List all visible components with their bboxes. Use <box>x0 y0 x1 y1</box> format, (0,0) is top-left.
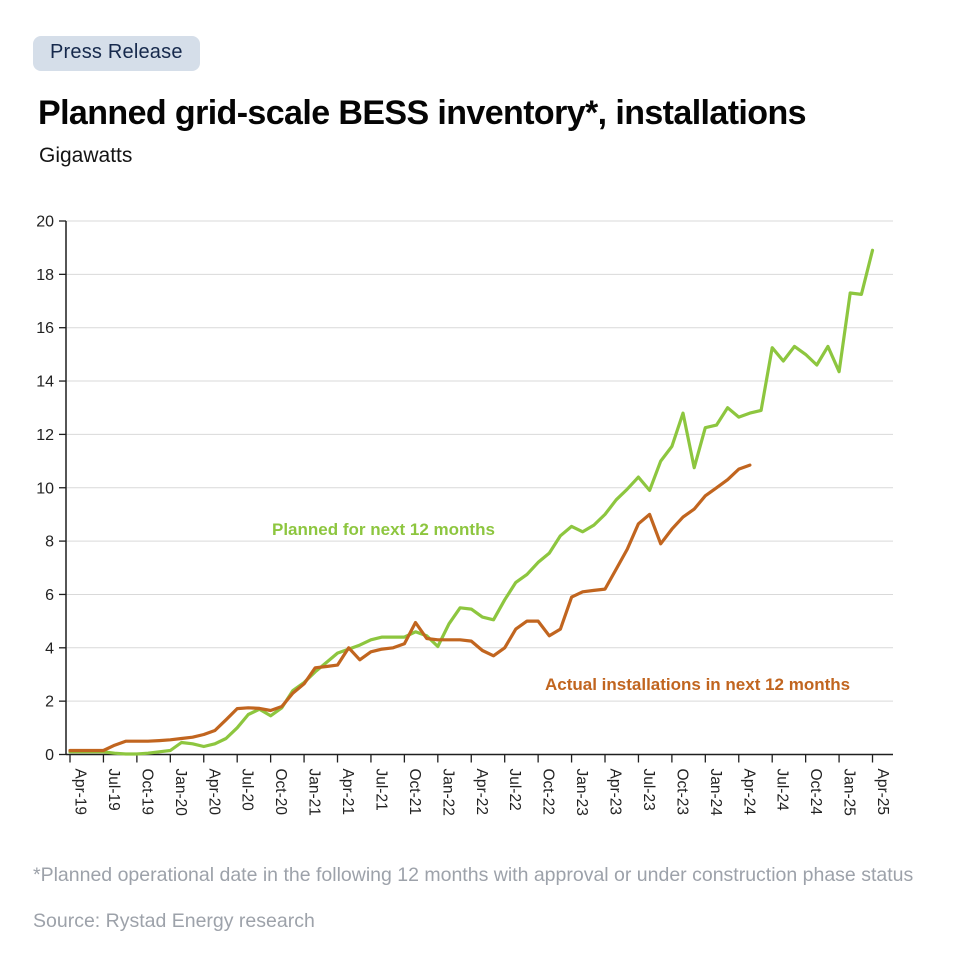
x-tick-label: Jul-24 <box>774 769 791 812</box>
x-tick-label: Apr-22 <box>473 769 490 816</box>
y-tick-label: 4 <box>45 640 54 657</box>
y-tick-label: 16 <box>36 320 54 337</box>
x-tick-label: Jan-24 <box>707 769 724 817</box>
chart-source: Source: Rystad Energy research <box>33 910 315 932</box>
planned-series-line <box>68 248 875 756</box>
y-tick-label: 20 <box>36 214 54 231</box>
x-tick-label: Apr-21 <box>339 769 356 816</box>
x-tick-label: Apr-20 <box>205 769 222 816</box>
y-tick-label: 12 <box>36 427 54 444</box>
x-tick-label: Jan-25 <box>841 769 858 816</box>
x-tick-label: Apr-19 <box>72 769 89 816</box>
x-tick-label: Apr-24 <box>740 769 757 816</box>
x-tick-label: Oct-24 <box>807 769 824 816</box>
series-label-actual: Actual installations in next 12 months <box>545 675 850 694</box>
y-tick-label: 10 <box>36 480 54 497</box>
x-tick-label: Jul-20 <box>239 769 256 812</box>
x-tick-label: Jan-21 <box>306 769 323 816</box>
series-label-planned: Planned for next 12 months <box>272 520 495 539</box>
x-tick-label: Jan-23 <box>573 769 590 816</box>
x-tick-label: Oct-21 <box>406 769 423 816</box>
x-tick-label: Jan-20 <box>172 769 189 817</box>
gridlines <box>66 220 893 702</box>
y-tick-label: 14 <box>36 374 54 391</box>
x-tick-label: Jul-23 <box>640 769 657 811</box>
x-tick-label: Jul-22 <box>506 769 523 811</box>
chart-footnote: *Planned operational date in the followi… <box>33 864 914 886</box>
page-title: Planned grid-scale BESS inventory*, inst… <box>38 94 807 132</box>
y-tick-label: 8 <box>45 534 54 551</box>
x-tick-label: Oct-23 <box>673 769 690 816</box>
actual-series-line <box>68 463 752 753</box>
y-tick-label: 6 <box>45 587 54 604</box>
press-release-badge: Press Release <box>33 36 200 71</box>
x-tick-label: Apr-23 <box>607 769 624 816</box>
x-tick-label: Oct-20 <box>272 769 289 816</box>
axis-ticks <box>59 220 874 763</box>
y-tick-label: 18 <box>36 267 54 284</box>
x-tick-label: Apr-25 <box>874 769 891 816</box>
y-tick-label: 0 <box>45 747 54 764</box>
x-tick-label: Jul-21 <box>372 769 389 811</box>
series-lines <box>68 248 875 756</box>
y-tick-label: 2 <box>45 694 54 711</box>
x-tick-label: Jul-19 <box>105 769 122 811</box>
x-tick-label: Jan-22 <box>439 769 456 816</box>
chart-unit-label: Gigawatts <box>39 144 133 167</box>
axis-tick-labels: 0 2 4 6 8 10 12 14 16 18 20 Apr-19 Jul-19 Oct-19 Jan-2… <box>36 214 891 817</box>
x-tick-label: Oct-22 <box>540 769 557 816</box>
x-tick-label: Oct-19 <box>138 769 155 816</box>
